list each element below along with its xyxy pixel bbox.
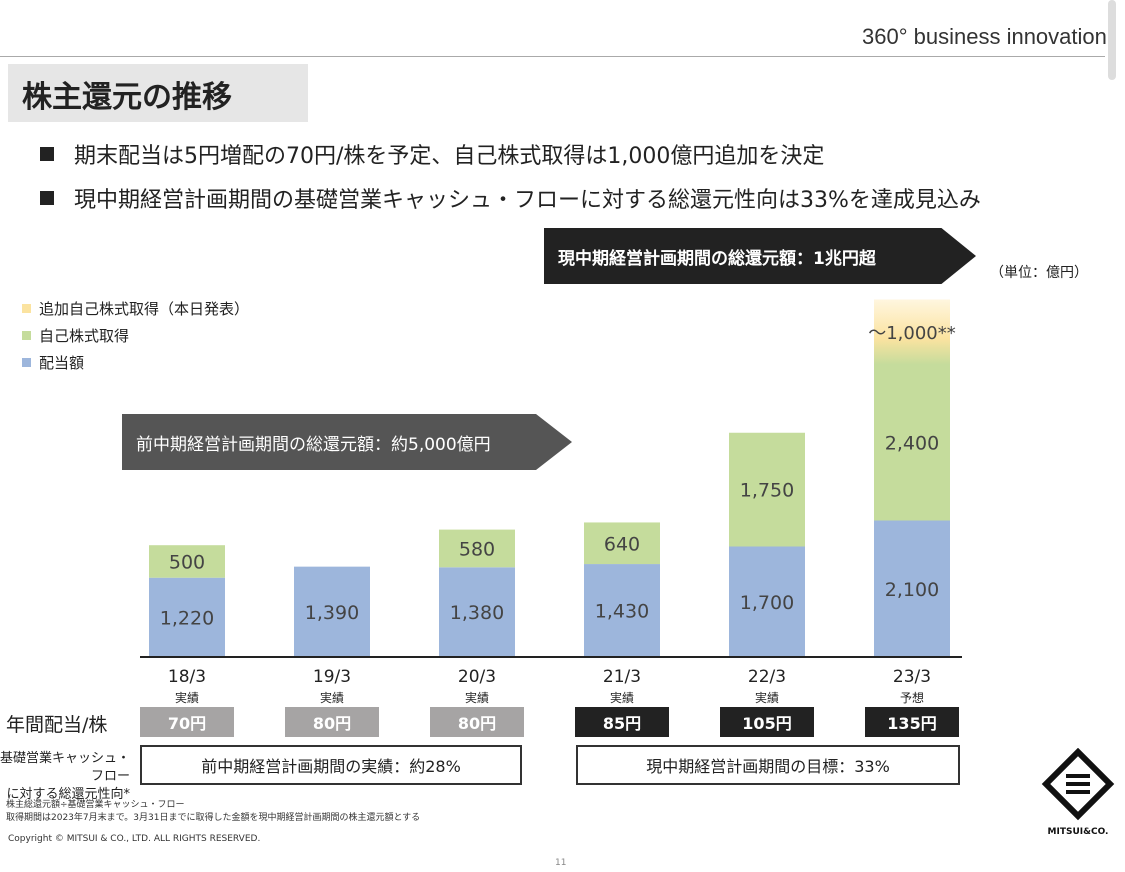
header-divider [0,56,1105,57]
bullet-2: 現中期経営計画期間の基礎営業キャッシュ・フローに対する総還元性向は33%を達成見… [40,182,981,214]
previous-plan-banner: 前中期経営計画期間の総還元額：約5,000億円 [122,414,572,470]
x-tick-sublabel: 実績 [465,690,489,705]
dividend-badge: 135円 [865,707,959,737]
bar-value-label: 1,700 [740,592,794,614]
bar-segment [149,577,225,657]
bullet-square-icon [40,191,54,205]
dividend-badge: 80円 [285,707,379,737]
x-tick-label: 19/3 [313,667,351,687]
legend-item: 追加自己株式取得（本日発表） [22,298,249,319]
x-tick-sublabel: 実績 [610,690,634,705]
bar-value-label: 1,430 [595,601,649,623]
bar-segment [149,545,225,578]
legend-label: 配当額 [39,354,85,372]
scrollbar[interactable] [1108,0,1116,80]
dividend-badge: 105円 [720,707,814,737]
bar-value-label: 1,220 [160,607,214,629]
footnote: 取得期間は2023年7月末まで。3月31日までに取得した金額を現中期経営計画期間… [6,813,421,823]
bar-value-label: 2,100 [885,579,939,601]
bar-segment [584,564,660,657]
bar-value-label: ～1,000** [868,323,956,344]
bar-segment [729,432,805,547]
x-tick-label: 22/3 [748,667,786,687]
x-tick-label: 18/3 [168,667,206,687]
x-tick-sublabel: 実績 [175,690,199,705]
bullet-text: 現中期経営計画期間の基礎営業キャッシュ・フローに対する総還元性向は33%を達成見… [74,188,981,213]
dividend-badge: 80円 [430,707,524,737]
legend-label: 追加自己株式取得（本日発表） [39,300,250,318]
bar-value-label: 500 [169,551,205,573]
bar-segment [729,546,805,657]
legend-swatch [22,331,31,340]
previous-payout-box: 前中期経営計画期間の実績：約28% [140,745,522,785]
bullet-1: 期末配当は5円増配の70円/株を予定、自己株式取得は1,000億円追加を決定 [40,138,824,170]
x-tick-label: 20/3 [458,667,496,687]
x-tick-label: 23/3 [893,667,931,687]
bar-value-label: 1,390 [305,602,359,624]
dividend-per-share-label: 年間配当/株 [6,714,108,736]
bar-segment [874,364,950,521]
bar-value-label: 640 [604,533,640,555]
legend-item: 配当額 [22,352,84,373]
footnotes: 株主総還元額÷基礎営業キャッシュ・フロー取得期間は2023年7月末まで。3月31… [6,799,420,825]
bar-segment [874,520,950,657]
bullet-text: 期末配当は5円増配の70円/株を予定、自己株式取得は1,000億円追加を決定 [74,144,825,169]
page-number: 11 [555,858,567,868]
page-title: 株主還元の推移 [8,64,308,122]
copyright: Copyright © MITSUI & CO., LTD. ALL RIGHT… [8,834,261,844]
svg-text:MITSUI&CO.: MITSUI&CO. [1048,827,1109,837]
dividend-badge: 70円 [140,707,234,737]
bar-segment [584,522,660,565]
bullet-square-icon [40,147,54,161]
payout-ratio-label: 基礎営業キャッシュ・フロー に対する総還元性向* [0,751,130,802]
bar-segment [439,567,515,657]
legend-item: 自己株式取得 [22,325,129,346]
unit-label: （単位：億円） [990,265,1088,281]
dividend-badge: 85円 [575,707,669,737]
bar-value-label: 1,380 [450,602,504,624]
current-plan-banner: 現中期経営計画期間の総還元額：1兆円超 [544,228,976,284]
x-tick-sublabel: 実績 [755,690,779,705]
legend-label: 自己株式取得 [39,327,130,345]
legend-swatch [22,358,31,367]
legend-swatch [22,304,31,313]
bar-value-label: 2,400 [885,433,939,455]
bar-segment [874,299,950,365]
bar-value-label: 1,750 [740,480,794,502]
tagline: 360° business innovation. [862,24,1113,49]
bar-value-label: 580 [459,538,495,560]
bar-segment [439,529,515,568]
x-tick-sublabel: 実績 [320,690,344,705]
mitsui-logo: MITSUI&CO. [1040,747,1116,838]
footnote: 株主総還元額÷基礎営業キャッシュ・フロー [6,800,185,810]
bar-segment [294,566,370,657]
current-payout-box: 現中期経営計画期間の目標：33% [576,745,960,785]
x-tick-label: 21/3 [603,667,641,687]
x-tick-sublabel: 予想 [900,690,924,705]
